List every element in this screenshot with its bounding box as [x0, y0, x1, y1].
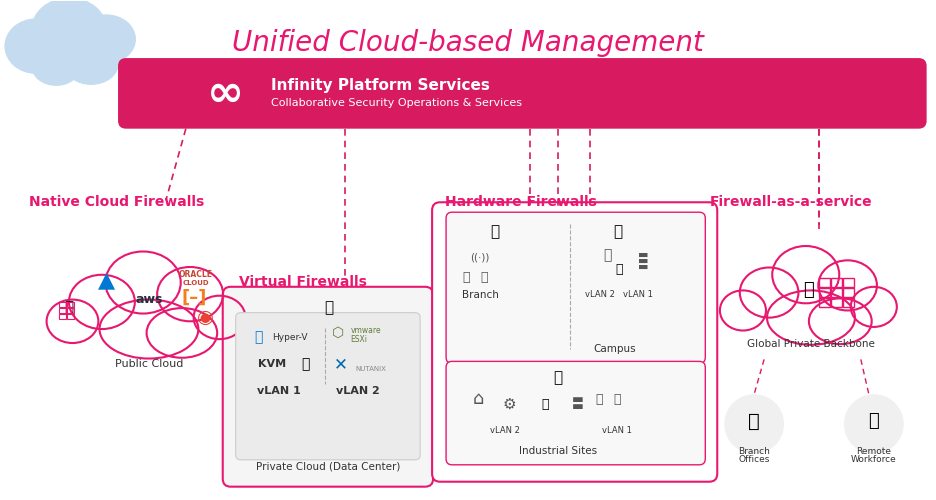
Text: vmware: vmware	[350, 326, 381, 335]
FancyBboxPatch shape	[236, 312, 419, 460]
Text: ∞: ∞	[207, 72, 244, 115]
Ellipse shape	[31, 46, 81, 86]
Text: ▬: ▬	[637, 250, 648, 260]
Text: ⬜: ⬜	[603, 248, 611, 262]
Text: ▬: ▬	[571, 392, 583, 406]
Text: Firewall-as-a-service: Firewall-as-a-service	[709, 196, 871, 209]
Ellipse shape	[99, 300, 198, 358]
Text: 🔥: 🔥	[490, 224, 499, 240]
Text: ⌂: ⌂	[472, 390, 483, 408]
Text: 🏢: 🏢	[748, 412, 759, 430]
Text: ▬: ▬	[637, 256, 648, 266]
Text: Remote: Remote	[856, 448, 890, 456]
Text: 🔥: 🔥	[803, 281, 813, 299]
Text: vLAN 1: vLAN 1	[256, 386, 300, 396]
Text: 🔥: 🔥	[615, 264, 622, 276]
FancyBboxPatch shape	[223, 287, 432, 486]
Ellipse shape	[63, 41, 119, 85]
Ellipse shape	[194, 296, 245, 339]
Text: ⚙: ⚙	[503, 396, 516, 411]
Text: 🔥: 🔥	[540, 398, 548, 410]
Ellipse shape	[5, 18, 68, 74]
Text: ▬: ▬	[637, 262, 648, 272]
Text: Branch: Branch	[738, 448, 769, 456]
Ellipse shape	[771, 246, 839, 304]
Text: aws: aws	[135, 293, 163, 306]
Ellipse shape	[31, 0, 107, 61]
Text: ((·)): ((·))	[470, 253, 490, 263]
Text: Public Cloud: Public Cloud	[114, 360, 183, 370]
Text: Global Private Backbone: Global Private Backbone	[746, 340, 874, 349]
Text: 🔥: 🔥	[552, 370, 562, 385]
Text: ▬: ▬	[571, 400, 583, 412]
Ellipse shape	[808, 298, 870, 344]
Text: Collaborative Security Operations & Services: Collaborative Security Operations & Serv…	[271, 98, 521, 108]
Ellipse shape	[69, 275, 135, 329]
Text: Unified Cloud-based Management: Unified Cloud-based Management	[232, 29, 703, 57]
Text: ⬡: ⬡	[332, 326, 344, 340]
Text: 🔥: 🔥	[65, 300, 74, 315]
FancyBboxPatch shape	[118, 58, 926, 128]
Text: vLAN 1: vLAN 1	[622, 290, 651, 299]
Text: Branch: Branch	[461, 290, 498, 300]
Text: 🔥: 🔥	[612, 224, 622, 240]
Text: ✕: ✕	[333, 356, 347, 374]
Text: ESXi: ESXi	[350, 335, 367, 344]
Ellipse shape	[719, 290, 765, 331]
Ellipse shape	[106, 252, 181, 314]
Text: vLAN 2: vLAN 2	[584, 290, 614, 299]
Text: ▲: ▲	[97, 270, 114, 290]
Text: vLAN 2: vLAN 2	[490, 426, 519, 436]
Text: KVM: KVM	[257, 360, 285, 370]
Text: 🔥: 🔥	[324, 300, 332, 315]
Text: Workforce: Workforce	[850, 456, 896, 464]
Text: ◉: ◉	[197, 308, 214, 327]
Text: ⬜: ⬜	[613, 392, 621, 406]
Text: Industrial Sites: Industrial Sites	[519, 446, 596, 456]
Text: Hyper-V: Hyper-V	[272, 333, 308, 342]
Text: Infinity Platform Services: Infinity Platform Services	[271, 78, 489, 92]
Ellipse shape	[850, 287, 896, 327]
Ellipse shape	[47, 300, 98, 343]
Text: ⬜: ⬜	[595, 392, 603, 406]
Circle shape	[724, 394, 783, 454]
Ellipse shape	[767, 290, 854, 345]
Ellipse shape	[76, 14, 136, 64]
Text: Virtual Firewalls: Virtual Firewalls	[239, 275, 366, 289]
Text: vLAN 1: vLAN 1	[601, 426, 631, 436]
Text: ⧉: ⧉	[255, 330, 262, 344]
Text: CLOUD: CLOUD	[183, 280, 209, 286]
Ellipse shape	[739, 268, 797, 318]
Text: Campus: Campus	[592, 344, 636, 354]
Text: Hardware Firewalls: Hardware Firewalls	[445, 196, 596, 209]
Text: 💻: 💻	[868, 412, 878, 430]
Text: 🔥: 🔥	[301, 358, 309, 372]
Text: Private Cloud (Data Center): Private Cloud (Data Center)	[256, 462, 401, 472]
Text: Native Cloud Firewalls: Native Cloud Firewalls	[29, 196, 204, 209]
Ellipse shape	[817, 260, 876, 310]
Ellipse shape	[157, 267, 223, 322]
Circle shape	[843, 394, 902, 454]
Text: ⬜: ⬜	[479, 272, 487, 284]
Text: ⬜: ⬜	[461, 272, 469, 284]
Ellipse shape	[146, 308, 217, 358]
Text: ORACLE: ORACLE	[179, 270, 212, 280]
FancyBboxPatch shape	[431, 202, 716, 481]
FancyBboxPatch shape	[446, 362, 705, 465]
Text: NUTANIX: NUTANIX	[355, 366, 386, 372]
Text: vLAN 2: vLAN 2	[336, 386, 380, 396]
Text: Offices: Offices	[738, 456, 769, 464]
Text: [–]: [–]	[181, 288, 206, 306]
FancyBboxPatch shape	[446, 212, 705, 364]
